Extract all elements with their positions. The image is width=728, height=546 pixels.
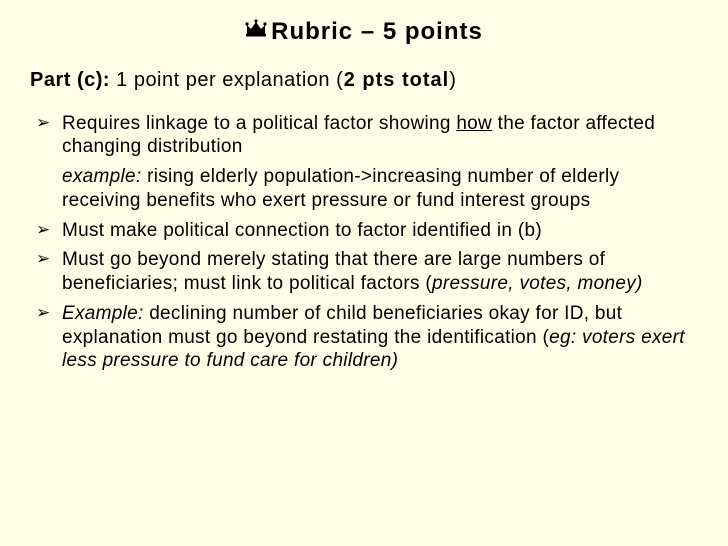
part-c-subhead: Part (c): 1 point per explanation (2 pts… [30, 69, 698, 92]
bullet-list-2: Must make political connection to factor… [30, 219, 698, 374]
paren-open: ( [336, 69, 344, 91]
b1-ex-text: rising elderly population->increasing nu… [62, 166, 619, 211]
b3-italic: pressure, votes, money) [432, 273, 643, 294]
crown-icon [245, 17, 267, 45]
b2-text: Must make political connection to factor… [62, 220, 542, 241]
pts-total: 2 pts total [344, 69, 449, 91]
b1-example: example: rising elderly population->incr… [36, 165, 698, 213]
b1-pre: Requires linkage to a political factor s… [62, 113, 456, 134]
list-item: Example: declining number of child benef… [36, 302, 698, 373]
bullet-list: Requires linkage to a political factor s… [30, 112, 698, 160]
title-text: Rubric – 5 points [271, 18, 483, 45]
list-item: Requires linkage to a political factor s… [36, 112, 698, 160]
part-label: Part (c): [30, 69, 110, 91]
b1-underline: how [456, 113, 492, 134]
b4-mid: declining number of child beneficiaries … [62, 303, 622, 348]
paren-close: ) [449, 69, 457, 91]
b1-ex-label: example: [62, 166, 142, 187]
b4-label: Example: [62, 303, 144, 324]
part-text: 1 point per explanation [110, 69, 336, 91]
list-item: Must go beyond merely stating that there… [36, 248, 698, 296]
list-item: Must make political connection to factor… [36, 219, 698, 243]
page-title: Rubric – 5 points [30, 18, 698, 47]
